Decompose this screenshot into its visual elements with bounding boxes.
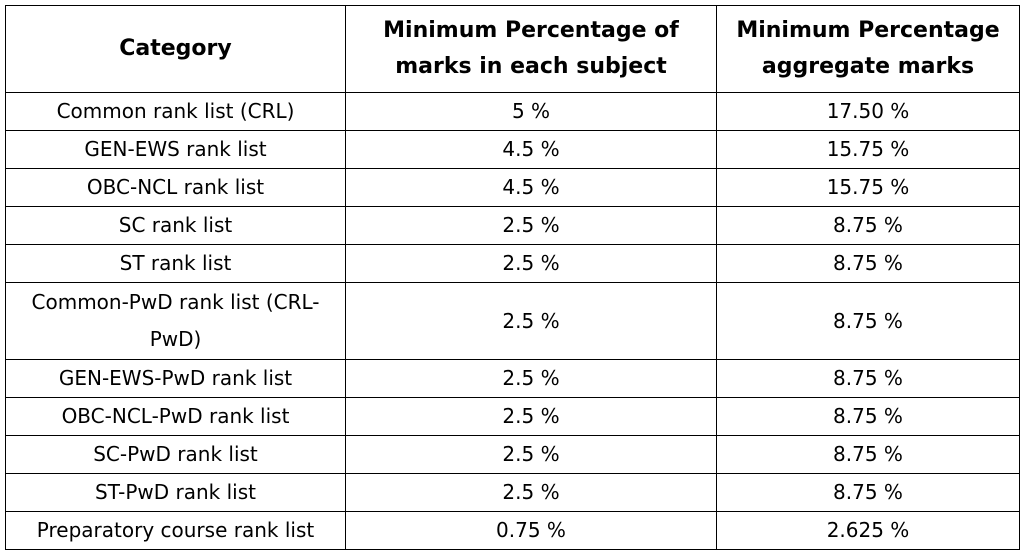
aggregate-min-cell: 15.75 % — [716, 168, 1020, 207]
cutoff-table: Category Minimum Percentage of marks in … — [5, 5, 1020, 550]
subject-min-cell: 2.5 % — [345, 244, 717, 283]
category-cell: GEN-EWS-PwD rank list — [5, 359, 346, 398]
table-row: GEN-EWS-PwD rank list 2.5 % 8.75 % — [5, 359, 1020, 398]
category-cell: Common rank list (CRL) — [5, 92, 346, 131]
aggregate-min-cell: 8.75 % — [716, 244, 1020, 283]
table-row: ST rank list 2.5 % 8.75 % — [5, 244, 1020, 283]
subject-min-cell: 0.75 % — [345, 511, 717, 550]
header-row: Category Minimum Percentage of marks in … — [5, 5, 1020, 93]
aggregate-min-cell: 2.625 % — [716, 511, 1020, 550]
category-cell: SC rank list — [5, 206, 346, 245]
aggregate-min-cell: 15.75 % — [716, 130, 1020, 169]
aggregate-min-cell: 8.75 % — [716, 282, 1020, 360]
aggregate-min-cell: 8.75 % — [716, 473, 1020, 512]
category-cell: Common-PwD rank list (CRL-PwD) — [5, 282, 346, 360]
category-cell: ST-PwD rank list — [5, 473, 346, 512]
subject-min-cell: 5 % — [345, 92, 717, 131]
category-cell: OBC-NCL rank list — [5, 168, 346, 207]
subject-min-cell: 2.5 % — [345, 473, 717, 512]
category-cell: ST rank list — [5, 244, 346, 283]
table-row: GEN-EWS rank list 4.5 % 15.75 % — [5, 130, 1020, 169]
subject-min-cell: 2.5 % — [345, 435, 717, 474]
subject-min-cell: 2.5 % — [345, 282, 717, 360]
category-cell: OBC-NCL-PwD rank list — [5, 397, 346, 436]
aggregate-min-cell: 8.75 % — [716, 435, 1020, 474]
subject-min-cell: 4.5 % — [345, 130, 717, 169]
header-min-aggregate: Minimum Percentage aggregate marks — [716, 5, 1020, 93]
subject-min-cell: 2.5 % — [345, 206, 717, 245]
subject-min-cell: 2.5 % — [345, 359, 717, 398]
aggregate-min-cell: 8.75 % — [716, 397, 1020, 436]
table-row: OBC-NCL rank list 4.5 % 15.75 % — [5, 168, 1020, 207]
table-row: ST-PwD rank list 2.5 % 8.75 % — [5, 473, 1020, 512]
subject-min-cell: 4.5 % — [345, 168, 717, 207]
table-row: Common-PwD rank list (CRL-PwD) 2.5 % 8.7… — [5, 282, 1020, 360]
subject-min-cell: 2.5 % — [345, 397, 717, 436]
table-row: Common rank list (CRL) 5 % 17.50 % — [5, 92, 1020, 131]
header-category: Category — [5, 5, 346, 93]
header-min-subject: Minimum Percentage of marks in each subj… — [345, 5, 717, 93]
table-row: SC-PwD rank list 2.5 % 8.75 % — [5, 435, 1020, 474]
aggregate-min-cell: 8.75 % — [716, 206, 1020, 245]
table-row: Preparatory course rank list 0.75 % 2.62… — [5, 511, 1020, 550]
table-row: OBC-NCL-PwD rank list 2.5 % 8.75 % — [5, 397, 1020, 436]
table-row: SC rank list 2.5 % 8.75 % — [5, 206, 1020, 245]
category-cell: SC-PwD rank list — [5, 435, 346, 474]
category-cell: Preparatory course rank list — [5, 511, 346, 550]
category-cell: GEN-EWS rank list — [5, 130, 346, 169]
aggregate-min-cell: 17.50 % — [716, 92, 1020, 131]
aggregate-min-cell: 8.75 % — [716, 359, 1020, 398]
